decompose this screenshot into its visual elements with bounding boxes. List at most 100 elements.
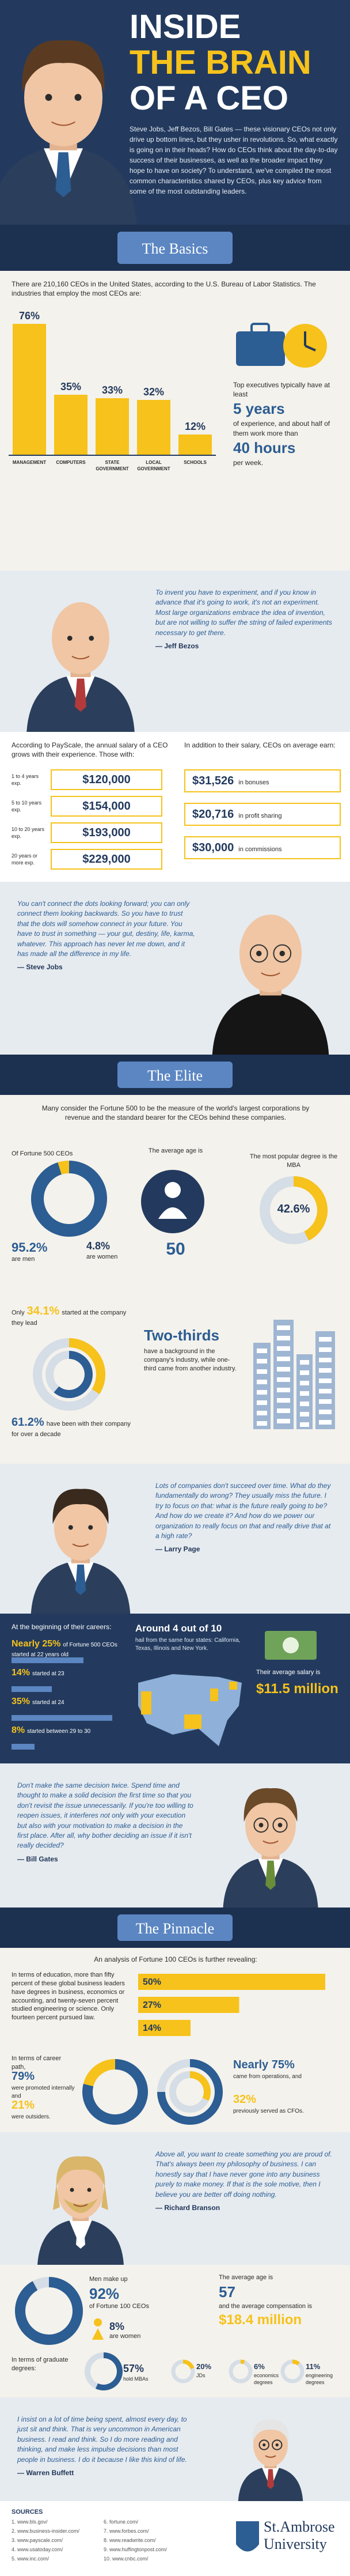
stat-text: started at 24 (32, 1699, 64, 1706)
window (257, 1380, 267, 1384)
window (277, 1408, 290, 1413)
quote-text: Above all, you want to create something … (155, 2150, 332, 2199)
quote-block: Above all, you want to create something … (155, 2150, 334, 2213)
intro: Steve Jobs, Jeff Bezos, Bill Gates — the… (130, 125, 338, 195)
banner-title: The Pinnacle (135, 1920, 215, 1937)
experience: Top executives typically have at least 5 … (233, 380, 343, 467)
ring-segment (54, 1351, 93, 1398)
bar-label: 27% (143, 2000, 162, 2010)
stat-text: have a background in the company's indus… (144, 1348, 237, 1372)
stat: 8% (12, 1725, 25, 1735)
stat-text: engineering degrees (306, 2372, 333, 2385)
amount: $120,000 (51, 769, 162, 790)
mouth (265, 2455, 276, 2458)
stat: 34.1% (26, 1305, 60, 1317)
mouth (71, 655, 90, 660)
stat-text: The most popular degree is the MBA (249, 1153, 338, 1169)
mouth (261, 972, 280, 976)
suit (212, 992, 329, 1055)
sources-title: SOURCES (12, 2509, 43, 2515)
intro: An analysis of Fortune 100 CEOs is furth… (94, 1955, 257, 1963)
ring-segment (15, 2277, 83, 2345)
window (277, 1398, 290, 1403)
stat-text: were outsiders. (12, 2114, 51, 2120)
stat-block: Nearly 25% of Fortune 500 CEOs started at… (12, 1638, 127, 1659)
stat-text: started at the company they lead (12, 1309, 127, 1327)
bar-label: 35% (60, 381, 82, 392)
eye (74, 94, 82, 101)
window (319, 1368, 332, 1373)
category-label: MANAGEMENT (12, 460, 47, 465)
stat-text: of experience, and about half of them wo… (233, 420, 330, 437)
window (277, 1388, 290, 1392)
quote-author: — Warren Buffett (17, 2468, 74, 2477)
quote-text: Don't make the same decision twice. Spen… (17, 1781, 193, 1850)
ring-segment (189, 2071, 211, 2101)
ring-segment (31, 1161, 107, 1237)
window (257, 1400, 267, 1405)
banner-box (117, 1914, 233, 1941)
head (253, 2423, 288, 2467)
state (210, 1689, 218, 1701)
quote-text: To invent you have to experiment, and if… (155, 588, 332, 637)
window (300, 1391, 309, 1396)
state (184, 1714, 201, 1729)
stat-text: of Fortune 100 CEOs (89, 2303, 149, 2310)
source: 8. www.readwrite.com/ (104, 2537, 156, 2543)
window (277, 1367, 290, 1372)
tie (75, 678, 86, 712)
stat-text: have been with their company for over a … (12, 1421, 131, 1438)
bar (138, 1974, 325, 1990)
quote-author: — Jeff Bezos (155, 641, 199, 650)
stat-text: previously served as CFOs. (233, 2108, 304, 2114)
stat: 14% (12, 1668, 31, 1678)
window (319, 1389, 332, 1393)
stat-text: In terms of graduate degrees: (12, 2356, 69, 2372)
stat-text: started at 23 (32, 1671, 64, 1677)
head (239, 915, 302, 992)
stat: Nearly 25% (12, 1639, 61, 1649)
state (141, 1691, 151, 1714)
glasses (253, 1817, 269, 1833)
stat: 42.6% (277, 1203, 310, 1215)
stat: Nearly 75% (233, 2058, 295, 2071)
quote-author: — Larry Page (155, 1545, 200, 1554)
row-label: 10 to 20 years exp. (12, 826, 45, 840)
bar (138, 1997, 239, 2013)
stat: Two-thirds (144, 1327, 219, 1344)
stat-text: In terms of career path, (12, 2055, 62, 2071)
window (257, 1421, 267, 1426)
bar (13, 324, 46, 455)
stat-text: hold MBAs (123, 2376, 149, 2382)
stat-text: per week. (233, 458, 264, 467)
stat: 92% (89, 2285, 120, 2302)
amount-label: in profit sharing (238, 813, 282, 819)
stat-block: 32% previously served as CFOs. (233, 2092, 337, 2116)
eye (67, 636, 73, 641)
eye (45, 94, 52, 101)
bar (12, 1686, 52, 1692)
eye (275, 2443, 279, 2447)
mouth (72, 1543, 89, 1547)
eye (70, 2188, 74, 2192)
window (319, 1410, 332, 1414)
quote-text: You can't connect the dots looking forwa… (17, 900, 195, 958)
title-line: THE BRAIN (130, 44, 311, 81)
hair (244, 1788, 298, 1822)
stat-block: The average age is 57 and the average comp… (219, 2273, 340, 2329)
ring-segment (69, 1338, 105, 1395)
stat: Around 4 out of 10 (135, 1623, 222, 1634)
quote-author: — Bill Gates (17, 1854, 58, 1863)
stat-text: Men make up (89, 2276, 128, 2283)
glasses (249, 944, 268, 963)
eye (256, 950, 262, 957)
bar (138, 2020, 191, 2036)
stat-block: 21% were outsiders. (12, 2098, 81, 2121)
ring-segment (95, 2352, 123, 2390)
head (54, 1494, 107, 1561)
stat-text: The average age is (148, 1147, 203, 1154)
quote-author: — Richard Branson (155, 2203, 220, 2212)
stat: 61.2% (12, 1416, 44, 1429)
source: 2. www.business-insider.com/ (12, 2528, 80, 2534)
